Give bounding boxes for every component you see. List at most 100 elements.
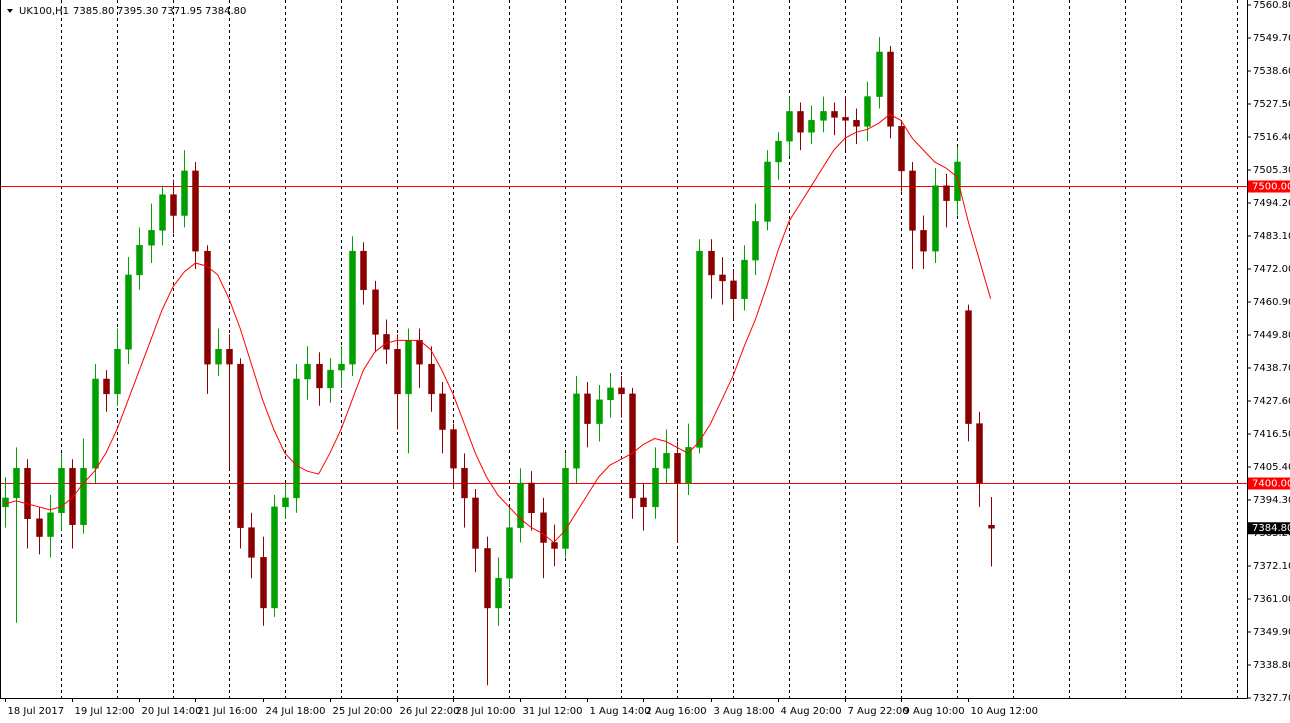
candle-body bbox=[461, 467, 468, 499]
moving-average bbox=[4, 113, 992, 544]
x-tick-label: 10 Aug 12:00 bbox=[971, 706, 1038, 717]
candle-body bbox=[517, 482, 524, 528]
y-tick-label: 7527.50 bbox=[1253, 99, 1290, 110]
candle-body bbox=[629, 393, 636, 499]
x-tick-label: 2 Aug 16:00 bbox=[646, 706, 707, 717]
candle-body bbox=[551, 542, 558, 549]
candle-body bbox=[596, 399, 603, 424]
x-tick-label: 7 Aug 22:00 bbox=[848, 706, 909, 717]
header-ohlc: 7371.95 bbox=[161, 6, 202, 17]
candle-body bbox=[584, 393, 591, 424]
candle-body bbox=[2, 497, 9, 508]
x-tick-label: 28 Jul 10:00 bbox=[456, 706, 516, 717]
candle-body bbox=[786, 111, 793, 142]
x-tick-label: 1 Aug 14:00 bbox=[590, 706, 651, 717]
x-tick-label: 3 Aug 18:00 bbox=[714, 706, 775, 717]
candle-body bbox=[943, 185, 950, 201]
candle-body bbox=[148, 230, 155, 246]
x-tick-label: 21 Jul 16:00 bbox=[198, 706, 258, 717]
x-tick-label: 26 Jul 22:00 bbox=[400, 706, 460, 717]
candle-body bbox=[271, 506, 278, 609]
last-price-box bbox=[1248, 522, 1290, 535]
candle-body bbox=[24, 467, 31, 519]
y-tick-label: 7538.60 bbox=[1253, 66, 1290, 77]
candle-body bbox=[372, 289, 379, 335]
y-tick-label: 7516.40 bbox=[1253, 132, 1290, 143]
candle-body bbox=[887, 51, 894, 127]
candle-body bbox=[965, 310, 972, 424]
y-tick-label: 7372.10 bbox=[1253, 561, 1290, 572]
y-tick-label: 7327.70 bbox=[1253, 693, 1290, 704]
candle-body bbox=[92, 378, 99, 469]
candle-body bbox=[808, 120, 815, 133]
header-ohlc: 7385.80 bbox=[73, 6, 114, 17]
candle-body bbox=[237, 363, 244, 528]
level-label: 7500.00 bbox=[1252, 182, 1290, 193]
header-ohlc: 7384.80 bbox=[205, 6, 246, 17]
candle-body bbox=[831, 111, 838, 118]
y-tick-label: 7438.70 bbox=[1253, 363, 1290, 374]
y-tick-label: 7460.90 bbox=[1253, 297, 1290, 308]
candle-body bbox=[159, 194, 166, 231]
candle-body bbox=[394, 349, 401, 395]
symbol: UK100,H1 bbox=[19, 6, 69, 17]
candle-body bbox=[36, 518, 43, 537]
y-tick-label: 7549.70 bbox=[1253, 33, 1290, 44]
candle-body bbox=[506, 527, 513, 579]
candle-body bbox=[898, 126, 905, 172]
candle-body bbox=[719, 274, 726, 282]
candle-body bbox=[327, 369, 334, 389]
candle-body bbox=[428, 363, 435, 395]
candle-body bbox=[204, 250, 211, 365]
y-tick-label: 7560.80 bbox=[1253, 0, 1290, 11]
axes: 7560.80 7549.70 7538.60 7527.50 7516.40 7505.… bbox=[5, 0, 1290, 717]
candle-body bbox=[69, 467, 76, 525]
candle-body bbox=[528, 482, 535, 514]
candle-body bbox=[80, 467, 87, 525]
level-label: 7400.00 bbox=[1252, 479, 1290, 490]
candle-body bbox=[820, 111, 827, 121]
y-tick-label: 7494.20 bbox=[1253, 198, 1290, 209]
y-tick-label: 7472.00 bbox=[1253, 264, 1290, 275]
header-ohlc: 7395.30 bbox=[117, 6, 158, 17]
y-tick-label: 7361.00 bbox=[1253, 594, 1290, 605]
candle-body bbox=[125, 274, 132, 350]
y-tick-label: 7505.30 bbox=[1253, 165, 1290, 176]
x-tick-label: 24 Jul 18:00 bbox=[266, 706, 326, 717]
candle-body bbox=[607, 387, 614, 401]
y-tick-label: 7338.80 bbox=[1253, 660, 1290, 671]
candle-body bbox=[304, 363, 311, 380]
candle-body bbox=[988, 525, 995, 529]
candle-body bbox=[685, 447, 692, 484]
candle-body bbox=[416, 340, 423, 365]
candle-body bbox=[797, 111, 804, 133]
candle-body bbox=[316, 363, 323, 389]
level-label-box bbox=[1248, 180, 1290, 193]
candle-body bbox=[215, 349, 222, 365]
candle-body bbox=[360, 250, 367, 291]
candle-body bbox=[484, 548, 491, 609]
candle-body bbox=[954, 161, 961, 201]
candle-body bbox=[405, 340, 412, 395]
x-tick-label: 25 Jul 20:00 bbox=[333, 706, 393, 717]
candle-body bbox=[932, 185, 939, 252]
y-tick-label: 7416.50 bbox=[1253, 429, 1290, 440]
candle-body bbox=[495, 577, 502, 609]
candle-body bbox=[192, 170, 199, 252]
candle-body bbox=[103, 378, 110, 395]
candle-body bbox=[248, 527, 255, 558]
candle-body bbox=[663, 453, 670, 469]
candle-body bbox=[976, 423, 983, 484]
candle-body bbox=[640, 497, 647, 508]
y-tick-label: 7483.10 bbox=[1253, 231, 1290, 242]
candle-body bbox=[775, 140, 782, 163]
candle-body bbox=[920, 230, 927, 252]
candle-body bbox=[652, 467, 659, 508]
candle-body bbox=[876, 51, 883, 97]
candle-body bbox=[114, 349, 121, 395]
x-tick-label: 20 Jul 14:00 bbox=[142, 706, 202, 717]
candle-body bbox=[696, 250, 703, 448]
candle-body bbox=[573, 393, 580, 469]
candle-body bbox=[260, 557, 267, 609]
candle-body bbox=[853, 120, 860, 127]
